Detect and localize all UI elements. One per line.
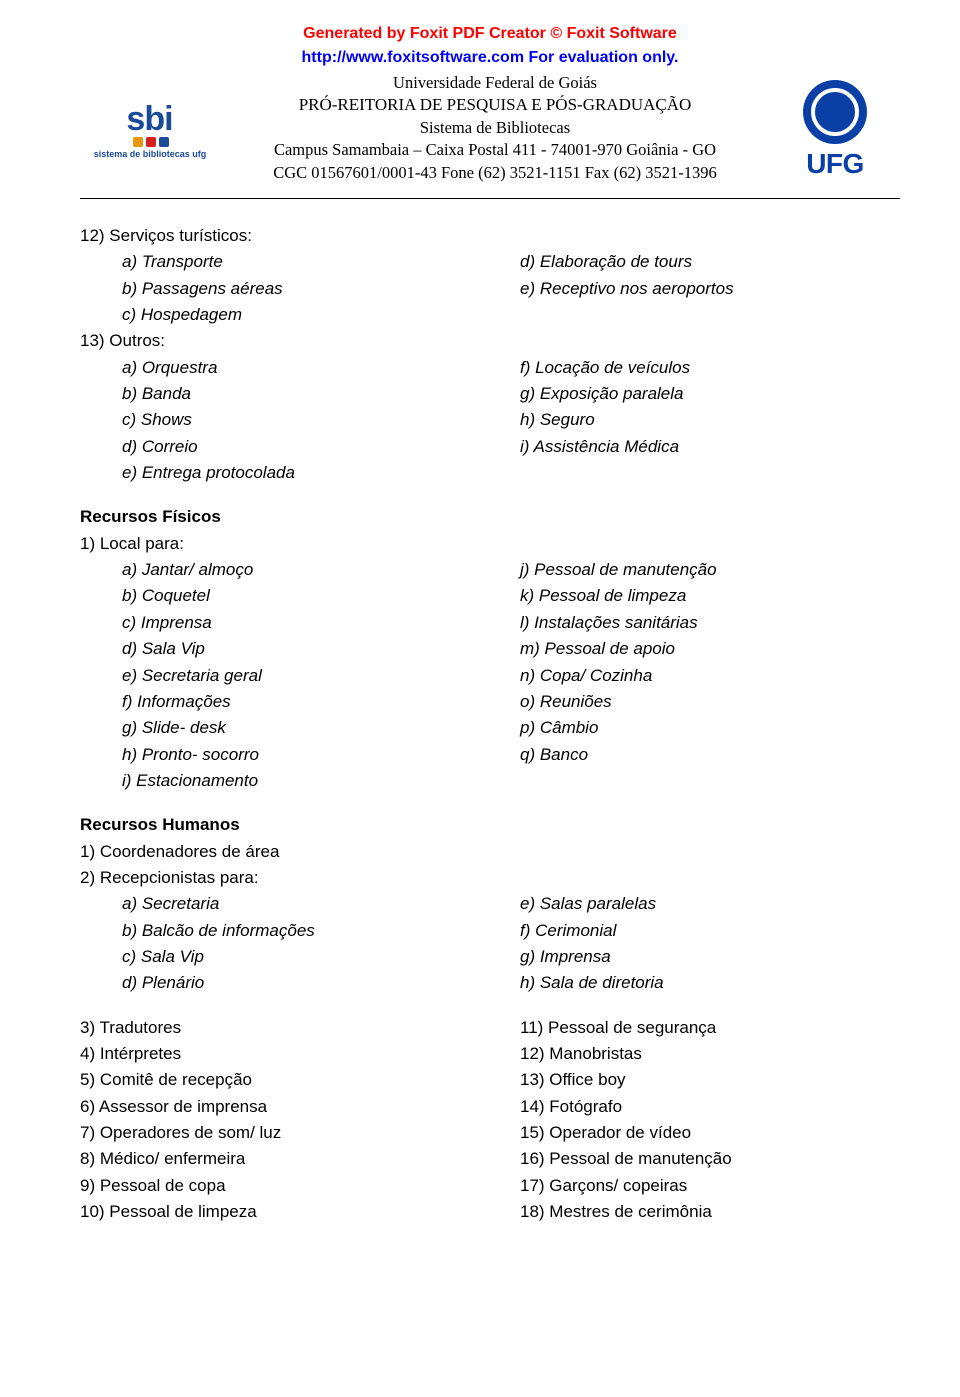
list-item: m) Pessoal de apoio — [520, 636, 900, 662]
list-item: d) Sala Vip — [122, 636, 520, 662]
list-item: i) Estacionamento — [122, 768, 520, 794]
list-item: j) Pessoal de manutenção — [520, 557, 900, 583]
section-title: 12) Serviços turísticos: — [80, 223, 900, 249]
list-item: a) Orquestra — [122, 355, 520, 381]
list-item: 17) Garçons/ copeiras — [520, 1173, 900, 1199]
list-item: 12) Manobristas — [520, 1041, 900, 1067]
list-item: d) Plenário — [122, 970, 520, 996]
list-item: e) Secretaria geral — [122, 663, 520, 689]
divider — [80, 198, 900, 199]
list-item: 5) Comitê de recepção — [80, 1067, 520, 1093]
list-item: 9) Pessoal de copa — [80, 1173, 520, 1199]
list-item: 7) Operadores de som/ luz — [80, 1120, 520, 1146]
header-line: CGC 01567601/0001-43 Fone (62) 3521-1151… — [232, 162, 758, 184]
section-12: 12) Serviços turísticos: a) Transporte b… — [80, 223, 900, 486]
list-item: h) Seguro — [520, 407, 900, 433]
watermark-line-1: Generated by Foxit PDF Creator © Foxit S… — [80, 24, 900, 44]
list-item: 16) Pessoal de manutenção — [520, 1146, 900, 1172]
section-humanos: Recursos Humanos 1) Coordenadores de áre… — [80, 812, 900, 996]
list-item: b) Banda — [122, 381, 520, 407]
header-line: Universidade Federal de Goiás — [232, 72, 758, 94]
col-right: j) Pessoal de manutenção k) Pessoal de l… — [520, 557, 900, 794]
ufg-text: UFG — [806, 148, 864, 180]
list-item: n) Copa/ Cozinha — [520, 663, 900, 689]
document-body: 12) Serviços turísticos: a) Transporte b… — [80, 223, 900, 1225]
sub-heading: 1) Local para: — [80, 531, 900, 557]
list-item: e) Receptivo nos aeroportos — [520, 276, 900, 302]
col-right: 11) Pessoal de segurança 12) Manobristas… — [520, 1015, 900, 1226]
list-item: q) Banco — [520, 742, 900, 768]
col-left: 3) Tradutores 4) Intérpretes 5) Comitê d… — [80, 1015, 520, 1226]
sbi-subtitle: sistema de bibliotecas ufg — [94, 149, 207, 159]
list-item: e) Entrega protocolada — [122, 460, 520, 486]
list-item: a) Transporte — [122, 249, 520, 275]
list-item: d) Elaboração de tours — [520, 249, 900, 275]
ufg-logo: UFG — [770, 72, 900, 180]
list-item: c) Shows — [122, 407, 520, 433]
list-item: f) Informações — [122, 689, 520, 715]
list-item: l) Instalações sanitárias — [520, 610, 900, 636]
section-numbered: 3) Tradutores 4) Intérpretes 5) Comitê d… — [80, 1015, 900, 1226]
header-line: PRÓ-REITORIA DE PESQUISA E PÓS-GRADUAÇÃO — [232, 94, 758, 117]
header-line: Campus Samambaia – Caixa Postal 411 - 74… — [232, 139, 758, 161]
list-item: f) Cerimonial — [520, 918, 900, 944]
list-item: 13) Office boy — [520, 1067, 900, 1093]
col-left: a) Transporte b) Passagens aéreas c) Hos… — [80, 249, 520, 328]
list-item: 14) Fotógrafo — [520, 1094, 900, 1120]
list-item: 2) Recepcionistas para: — [80, 865, 900, 891]
ufg-badge-icon — [803, 80, 867, 144]
list-item: c) Imprensa — [122, 610, 520, 636]
list-item: p) Câmbio — [520, 715, 900, 741]
col-left: a) Jantar/ almoço b) Coquetel c) Imprens… — [80, 557, 520, 794]
list-item: o) Reuniões — [520, 689, 900, 715]
col-left: a) Secretaria b) Balcão de informações c… — [80, 891, 520, 996]
col-right: d) Elaboração de tours e) Receptivo nos … — [520, 249, 900, 328]
list-item: c) Sala Vip — [122, 944, 520, 970]
heading: Recursos Humanos — [80, 812, 900, 838]
list-item: 1) Coordenadores de área — [80, 839, 900, 865]
list-item: h) Sala de diretoria — [520, 970, 900, 996]
list-item: k) Pessoal de limpeza — [520, 583, 900, 609]
list-item: 11) Pessoal de segurança — [520, 1015, 900, 1041]
list-item: i) Assistência Médica — [520, 434, 900, 460]
list-item: g) Slide- desk — [122, 715, 520, 741]
list-item: e) Salas paralelas — [520, 891, 900, 917]
header-line: Sistema de Bibliotecas — [232, 117, 758, 139]
col-left: a) Orquestra b) Banda c) Shows d) Correi… — [80, 355, 520, 487]
list-item: 10) Pessoal de limpeza — [80, 1199, 520, 1225]
list-item: a) Secretaria — [122, 891, 520, 917]
list-item: b) Passagens aéreas — [122, 276, 520, 302]
list-item: b) Balcão de informações — [122, 918, 520, 944]
heading: Recursos Físicos — [80, 504, 900, 530]
list-item: h) Pronto- socorro — [122, 742, 520, 768]
list-item: 4) Intérpretes — [80, 1041, 520, 1067]
watermark-line-2: http://www.foxitsoftware.com For evaluat… — [80, 48, 900, 68]
letterhead: sb i sistema de bibliotecas ufg Universi… — [80, 72, 900, 184]
list-item: 8) Médico/ enfermeira — [80, 1146, 520, 1172]
list-item: 15) Operador de vídeo — [520, 1120, 900, 1146]
list-item: 18) Mestres de cerimônia — [520, 1199, 900, 1225]
list-item: b) Coquetel — [122, 583, 520, 609]
letterhead-text: Universidade Federal de Goiás PRÓ-REITOR… — [232, 72, 758, 184]
sbi-i-icon: i — [164, 100, 173, 139]
list-item: 3) Tradutores — [80, 1015, 520, 1041]
col-right: f) Locação de veículos g) Exposição para… — [520, 355, 900, 487]
list-item: d) Correio — [122, 434, 520, 460]
sbi-text: sb — [126, 100, 164, 139]
col-right: e) Salas paralelas f) Cerimonial g) Impr… — [520, 891, 900, 996]
list-item: 6) Assessor de imprensa — [80, 1094, 520, 1120]
section-title: 13) Outros: — [80, 328, 900, 354]
list-item: g) Imprensa — [520, 944, 900, 970]
sbi-logo: sb i sistema de bibliotecas ufg — [80, 72, 220, 159]
list-item: a) Jantar/ almoço — [122, 557, 520, 583]
sbi-dots-icon — [133, 137, 169, 147]
page: Generated by Foxit PDF Creator © Foxit S… — [0, 0, 960, 1397]
list-item: g) Exposição paralela — [520, 381, 900, 407]
list-item: c) Hospedagem — [122, 302, 520, 328]
section-fisicos: Recursos Físicos 1) Local para: a) Janta… — [80, 504, 900, 794]
list-item: f) Locação de veículos — [520, 355, 900, 381]
